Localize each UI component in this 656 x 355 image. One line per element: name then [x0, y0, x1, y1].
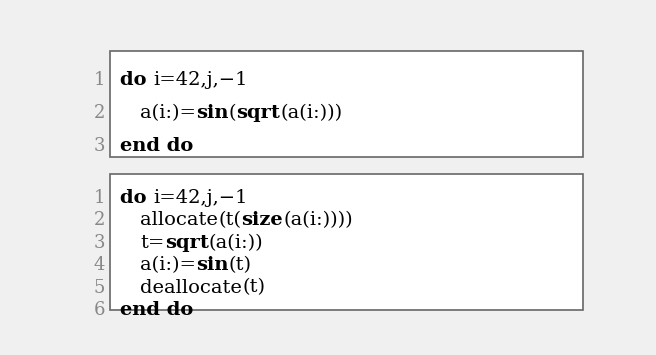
Text: i=42,j,−1: i=42,j,−1: [154, 189, 248, 207]
Text: do: do: [120, 189, 154, 207]
Text: 1: 1: [93, 189, 105, 207]
Text: allocate: allocate: [140, 211, 218, 229]
Text: sin: sin: [196, 256, 229, 274]
Text: 6: 6: [93, 301, 105, 319]
Text: (t(: (t(: [218, 211, 241, 229]
Bar: [110, 174, 583, 311]
Text: a(i:)=: a(i:)=: [140, 104, 196, 122]
Text: a(i:)=: a(i:)=: [140, 256, 196, 274]
Text: (: (: [229, 104, 237, 122]
Text: (a(i:))): (a(i:))): [281, 104, 342, 122]
Text: 1: 1: [93, 71, 105, 89]
Text: (a(i:)): (a(i:)): [209, 234, 263, 252]
Text: t=: t=: [140, 234, 165, 252]
Text: size: size: [241, 211, 283, 229]
Text: 4: 4: [94, 256, 105, 274]
Text: 3: 3: [93, 234, 105, 252]
Text: end do: end do: [120, 301, 194, 319]
Text: end do: end do: [120, 137, 194, 155]
Text: (a(i:)))): (a(i:)))): [283, 211, 353, 229]
Bar: [110, 51, 583, 157]
Text: sqrt: sqrt: [165, 234, 209, 252]
Text: (t): (t): [229, 256, 252, 274]
Text: do: do: [120, 71, 154, 89]
Text: deallocate: deallocate: [140, 279, 242, 296]
Text: (t): (t): [242, 279, 265, 296]
Text: sqrt: sqrt: [237, 104, 281, 122]
Text: 5: 5: [94, 279, 105, 296]
Text: 2: 2: [94, 104, 105, 122]
Text: i=42,j,−1: i=42,j,−1: [154, 71, 248, 89]
Text: sin: sin: [196, 104, 229, 122]
Text: 3: 3: [93, 137, 105, 155]
Text: 2: 2: [94, 211, 105, 229]
